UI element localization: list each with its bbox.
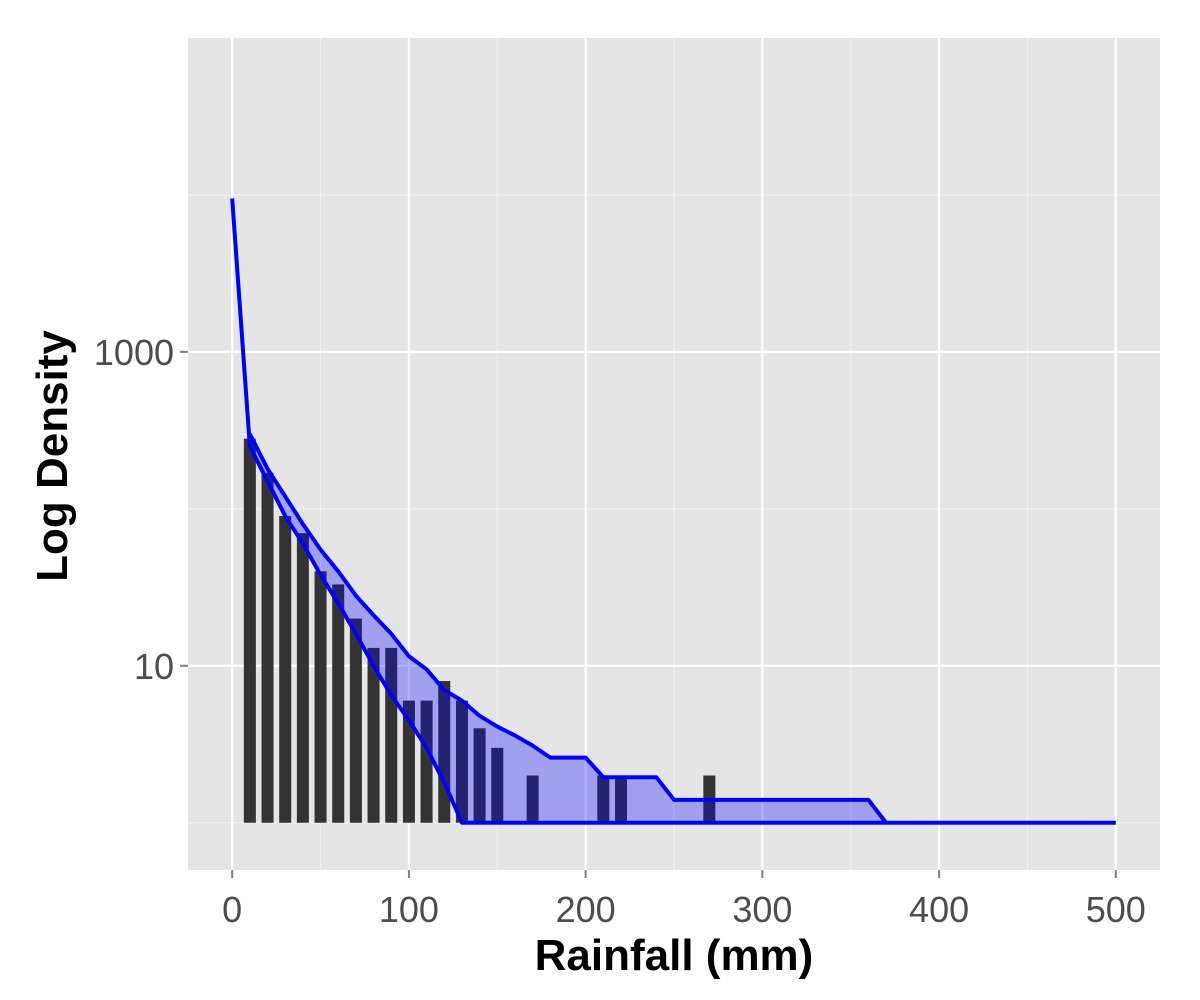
bar: [243, 438, 256, 823]
upper-bound-line: [248, 433, 888, 824]
bar: [455, 700, 468, 823]
y-tick-label: 1000: [94, 332, 174, 373]
bar: [332, 584, 345, 823]
y-tick-labels: 10 1000: [94, 332, 174, 687]
bar: [420, 700, 433, 823]
bar: [296, 533, 309, 823]
bar: [349, 618, 362, 823]
lower-bound-line: [230, 198, 1116, 825]
bar: [314, 571, 327, 823]
interval-band: [230, 198, 1116, 825]
bar: [367, 647, 380, 823]
bar: [491, 747, 504, 823]
bar: [614, 775, 627, 823]
x-tick-label: 300: [732, 889, 792, 930]
axis-ticks: [180, 350, 1117, 878]
bar: [261, 472, 274, 823]
x-axis-title: Rainfall (mm): [535, 931, 814, 980]
x-tick-labels: 0 100 200 300 400 500: [222, 889, 1146, 930]
x-tick-label: 200: [556, 889, 616, 930]
bar: [597, 775, 610, 823]
x-tick-label: 400: [909, 889, 969, 930]
x-tick-label: 100: [379, 889, 439, 930]
bar: [473, 728, 486, 823]
band-fill: [249, 433, 887, 823]
x-tick-label: 500: [1086, 889, 1146, 930]
x-tick-label: 0: [222, 889, 242, 930]
bar: [402, 700, 415, 823]
bar: [279, 516, 292, 823]
y-axis-title: Log Density: [28, 330, 77, 582]
y-tick-label: 10: [134, 646, 174, 687]
bar: [526, 775, 539, 823]
